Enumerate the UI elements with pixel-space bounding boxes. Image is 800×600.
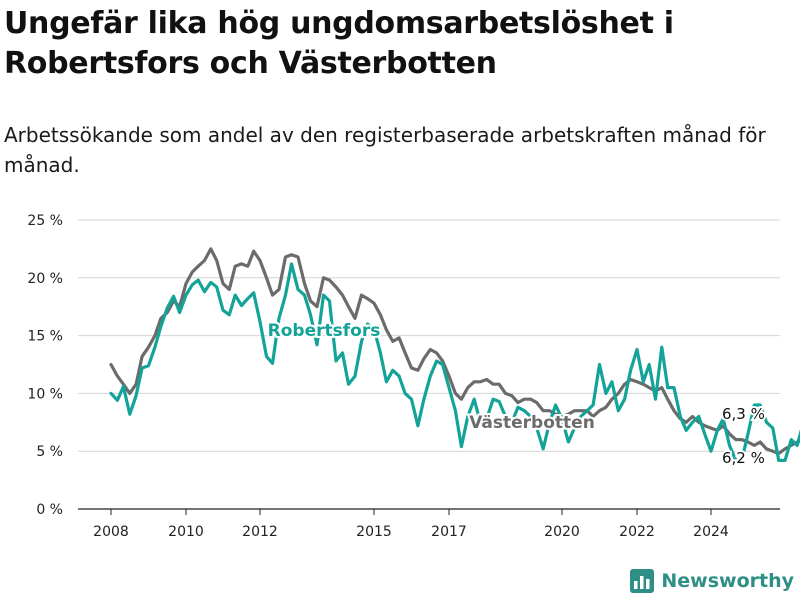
y-tick-label: 20 %	[27, 271, 63, 287]
y-axis-ticks: 0 % 5 % 10 % 15 % 20 % 25 %	[27, 213, 63, 518]
y-tick-label: 0 %	[36, 502, 63, 518]
x-tick-label: 2015	[356, 524, 392, 540]
series-labels: Robertsfors Västerbotten 6,3 % 6,2 %	[266, 319, 767, 469]
x-tick-label: 2008	[93, 524, 129, 540]
series-label-vasterbotten: Västerbotten	[469, 413, 595, 433]
x-tick-label: 2024	[693, 524, 729, 540]
y-tick-label: 25 %	[27, 213, 63, 229]
x-tick-label: 2022	[619, 524, 655, 540]
x-tick-label: 2017	[431, 524, 467, 540]
y-tick-label: 5 %	[36, 444, 63, 460]
chart-subtitle: Arbetssökande som andel av den registerb…	[4, 123, 766, 177]
series-label-robertsfors: Robertsfors	[268, 321, 381, 341]
x-axis: 2008 2010 2012 2015 2017 2020 2022 2024	[93, 509, 729, 540]
series-line-robertsfors	[109, 262, 800, 462]
chart-title: Ungefär lika hög ungdomsarbetslöshet i R…	[4, 6, 674, 81]
x-tick-label: 2010	[168, 524, 204, 540]
x-tick-label: 2012	[242, 524, 278, 540]
brand-name: Newsworthy	[661, 570, 794, 592]
x-tick-label: 2020	[544, 524, 580, 540]
bar-chart-icon	[630, 569, 655, 593]
y-tick-label: 15 %	[27, 329, 63, 345]
series-line-vasterbotten	[109, 247, 800, 456]
newsworthy-brand: Newsworthy	[629, 568, 794, 594]
end-value-robertsfors: 6,3 %	[722, 405, 765, 423]
y-tick-label: 10 %	[27, 386, 63, 402]
grid-lines	[78, 219, 780, 510]
end-value-vasterbotten: 6,2 %	[722, 449, 765, 467]
series-lines	[109, 247, 800, 462]
